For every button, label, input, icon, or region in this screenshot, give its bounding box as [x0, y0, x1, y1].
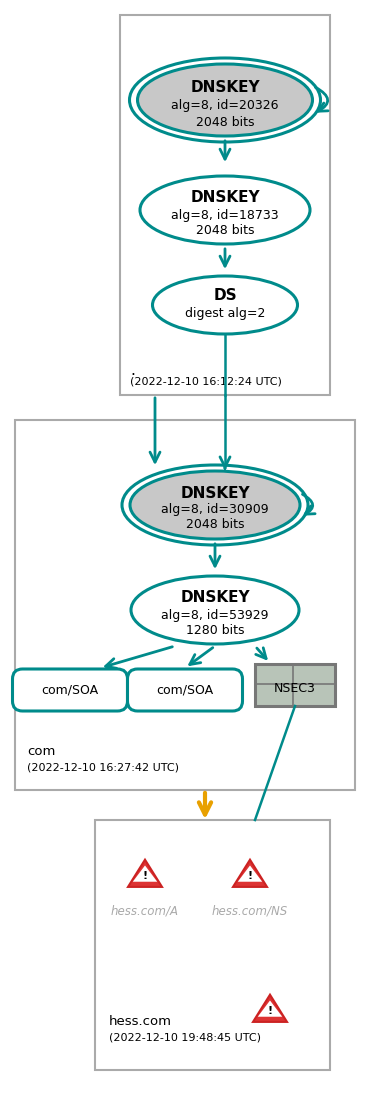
FancyArrowPatch shape — [315, 87, 328, 111]
Text: alg=8, id=30909: alg=8, id=30909 — [161, 504, 269, 516]
Bar — [95, 820, 330, 1069]
Text: (2022-12-10 16:27:42 UTC): (2022-12-10 16:27:42 UTC) — [27, 762, 179, 772]
Bar — [120, 15, 330, 395]
Text: !: ! — [268, 1006, 273, 1016]
Text: 1280 bits: 1280 bits — [186, 624, 244, 637]
Text: 2048 bits: 2048 bits — [196, 224, 254, 236]
Text: com: com — [27, 746, 55, 758]
Text: DNSKEY: DNSKEY — [180, 591, 250, 605]
FancyArrowPatch shape — [303, 494, 315, 514]
FancyBboxPatch shape — [12, 669, 127, 712]
Ellipse shape — [140, 176, 310, 244]
Text: digest alg=2: digest alg=2 — [185, 307, 265, 321]
Ellipse shape — [130, 471, 300, 539]
Text: alg=8, id=53929: alg=8, id=53929 — [161, 608, 269, 621]
Text: !: ! — [247, 871, 253, 881]
Text: alg=8, id=20326: alg=8, id=20326 — [171, 100, 279, 112]
Ellipse shape — [131, 576, 299, 645]
Bar — [255, 664, 335, 706]
Bar — [15, 421, 355, 789]
Text: com/SOA: com/SOA — [157, 683, 214, 696]
Text: hess.com: hess.com — [109, 1015, 172, 1028]
Polygon shape — [258, 1000, 282, 1017]
Text: hess.com/NS: hess.com/NS — [212, 905, 288, 918]
Text: DNSKEY: DNSKEY — [190, 80, 260, 96]
Text: alg=8, id=18733: alg=8, id=18733 — [171, 209, 279, 222]
Text: com/SOA: com/SOA — [42, 683, 99, 696]
Ellipse shape — [138, 64, 312, 136]
Text: hess.com/A: hess.com/A — [111, 905, 179, 918]
Polygon shape — [133, 865, 157, 882]
Text: DS: DS — [213, 289, 237, 303]
FancyBboxPatch shape — [127, 669, 242, 712]
Text: DNSKEY: DNSKEY — [180, 485, 250, 501]
Text: (2022-12-10 19:48:45 UTC): (2022-12-10 19:48:45 UTC) — [109, 1032, 261, 1042]
Polygon shape — [253, 995, 287, 1022]
Text: 2048 bits: 2048 bits — [186, 518, 244, 531]
Text: DNSKEY: DNSKEY — [190, 190, 260, 205]
Polygon shape — [233, 860, 267, 887]
Text: !: ! — [142, 871, 147, 881]
Polygon shape — [128, 860, 162, 887]
Text: 2048 bits: 2048 bits — [196, 115, 254, 128]
Text: .: . — [130, 363, 135, 378]
Polygon shape — [238, 865, 262, 882]
Text: NSEC3: NSEC3 — [274, 682, 316, 695]
Text: (2022-12-10 16:12:24 UTC): (2022-12-10 16:12:24 UTC) — [130, 377, 282, 386]
Ellipse shape — [153, 276, 297, 334]
